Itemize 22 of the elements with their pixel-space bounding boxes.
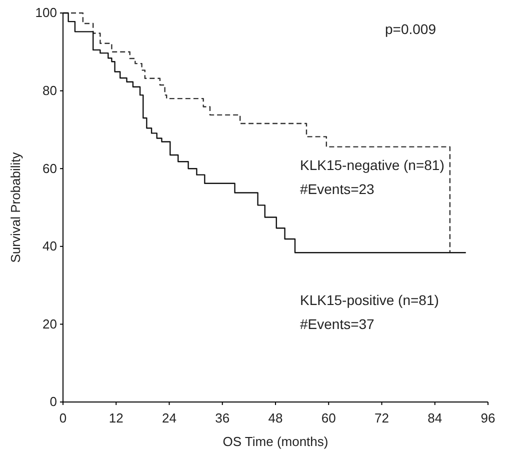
y-tick-label: 20 [42, 316, 57, 332]
y-tick-label: 100 [35, 5, 57, 20]
annotation: p=0.009 [385, 21, 436, 37]
y-tick-label: 80 [42, 82, 57, 98]
series-label: KLK15-negative (n=81) [300, 157, 444, 173]
text: KLK15-positive (n=81) [300, 292, 439, 308]
x-tick-label: 0 [59, 410, 67, 426]
x-tick-label: 96 [480, 410, 496, 426]
annotation: #Events=37 [300, 316, 375, 332]
x-tick-label: 12 [108, 410, 124, 426]
annotation: #Events=23 [300, 181, 375, 197]
x-tick-label: 24 [162, 410, 176, 426]
y-tick-label: 60 [42, 160, 57, 176]
x-tick-label: 48 [268, 410, 283, 426]
x-tick-label: 84 [428, 410, 442, 426]
y-tick-label: 40 [42, 238, 57, 254]
y-tick-label: 0 [50, 394, 57, 410]
x-tick-label: 72 [374, 410, 389, 426]
x-tick-label: 60 [321, 410, 336, 426]
x-axis-title: OS Time (months) [222, 434, 328, 449]
x-tick-label: 36 [215, 410, 230, 426]
y-axis-title: Survival Probability [8, 152, 23, 263]
